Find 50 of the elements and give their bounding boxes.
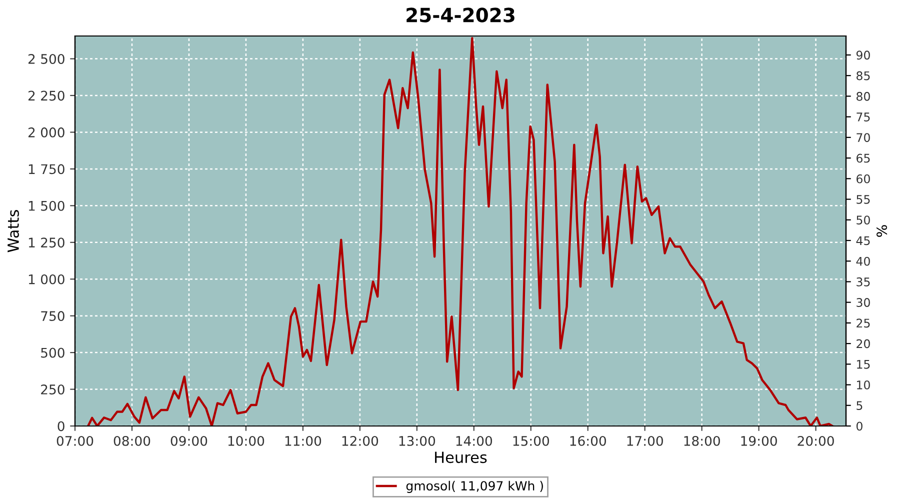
x-tick-label: 19:00 xyxy=(741,436,777,446)
y2-tick-label: 15 xyxy=(857,360,870,369)
y-tick-label: 0 xyxy=(58,421,64,432)
y2-tick-label: 75 xyxy=(856,112,870,122)
y2-tick-label: 85 xyxy=(856,71,870,80)
y2-tick-label: 50 xyxy=(856,216,870,225)
x-tick-label: 12:00 xyxy=(342,436,378,446)
y2-tick-label: 35 xyxy=(856,277,870,286)
y-tick-label: 250 xyxy=(41,384,64,394)
y-tick-label: 1 250 xyxy=(28,238,64,248)
x-tick-label: 14:00 xyxy=(456,436,492,446)
x-axis-title: Heures xyxy=(435,452,487,464)
x-tick-label: 09:00 xyxy=(170,436,208,446)
x-tick-label: 07:00 xyxy=(56,436,94,446)
x-tick-label: 16:00 xyxy=(570,436,606,446)
x-tick-label: 15:00 xyxy=(513,436,550,446)
y2-tick-label: 40 xyxy=(856,256,870,266)
y2-tick-label: 30 xyxy=(856,298,870,307)
line-series xyxy=(86,36,834,426)
y-tick-label: 2 500 xyxy=(28,54,64,64)
y-tick-label: 1 500 xyxy=(28,200,64,211)
y-tick-label: 750 xyxy=(41,311,64,322)
y-tick-label: 1 750 xyxy=(28,164,64,174)
y2-tick-label: 10 xyxy=(857,380,870,390)
y2-axis-title: % xyxy=(876,225,888,237)
y2-tick-label: 0 xyxy=(856,422,862,431)
x-tick-label: 17:00 xyxy=(627,436,663,446)
y2-tick-label: 45 xyxy=(856,236,870,246)
y2-tick-label: 70 xyxy=(856,133,870,142)
x-tick-label: 10:00 xyxy=(228,436,264,446)
x-tick-label: 11:00 xyxy=(285,436,322,446)
y2-tick-label: 90 xyxy=(856,50,870,60)
y-tick-label: 1 000 xyxy=(28,274,64,284)
y-axis-title: Watts xyxy=(8,210,19,252)
x-tick-label: 13:00 xyxy=(399,436,436,446)
chart-title: 25-4-2023 xyxy=(406,8,514,22)
y2-tick-label: 25 xyxy=(856,318,870,328)
y2-tick-label: 80 xyxy=(856,92,870,101)
x-tick-label: 20:00 xyxy=(798,436,834,446)
y2-tick-label: 5 xyxy=(856,401,862,410)
y-tick-label: 500 xyxy=(41,348,64,358)
y2-tick-label: 65 xyxy=(856,154,870,163)
y2-tick-label: 60 xyxy=(856,174,870,184)
y-tick-label: 2 000 xyxy=(28,127,64,138)
x-tick-label: 18:00 xyxy=(684,436,720,446)
y2-tick-label: 55 xyxy=(856,195,870,204)
x-tick-label: 08:00 xyxy=(114,436,150,446)
y-tick-label: 2 250 xyxy=(28,90,64,101)
y2-tick-label: 20 xyxy=(856,339,870,348)
legend-label: gmosol( 11,097 kWh ) xyxy=(406,480,543,493)
